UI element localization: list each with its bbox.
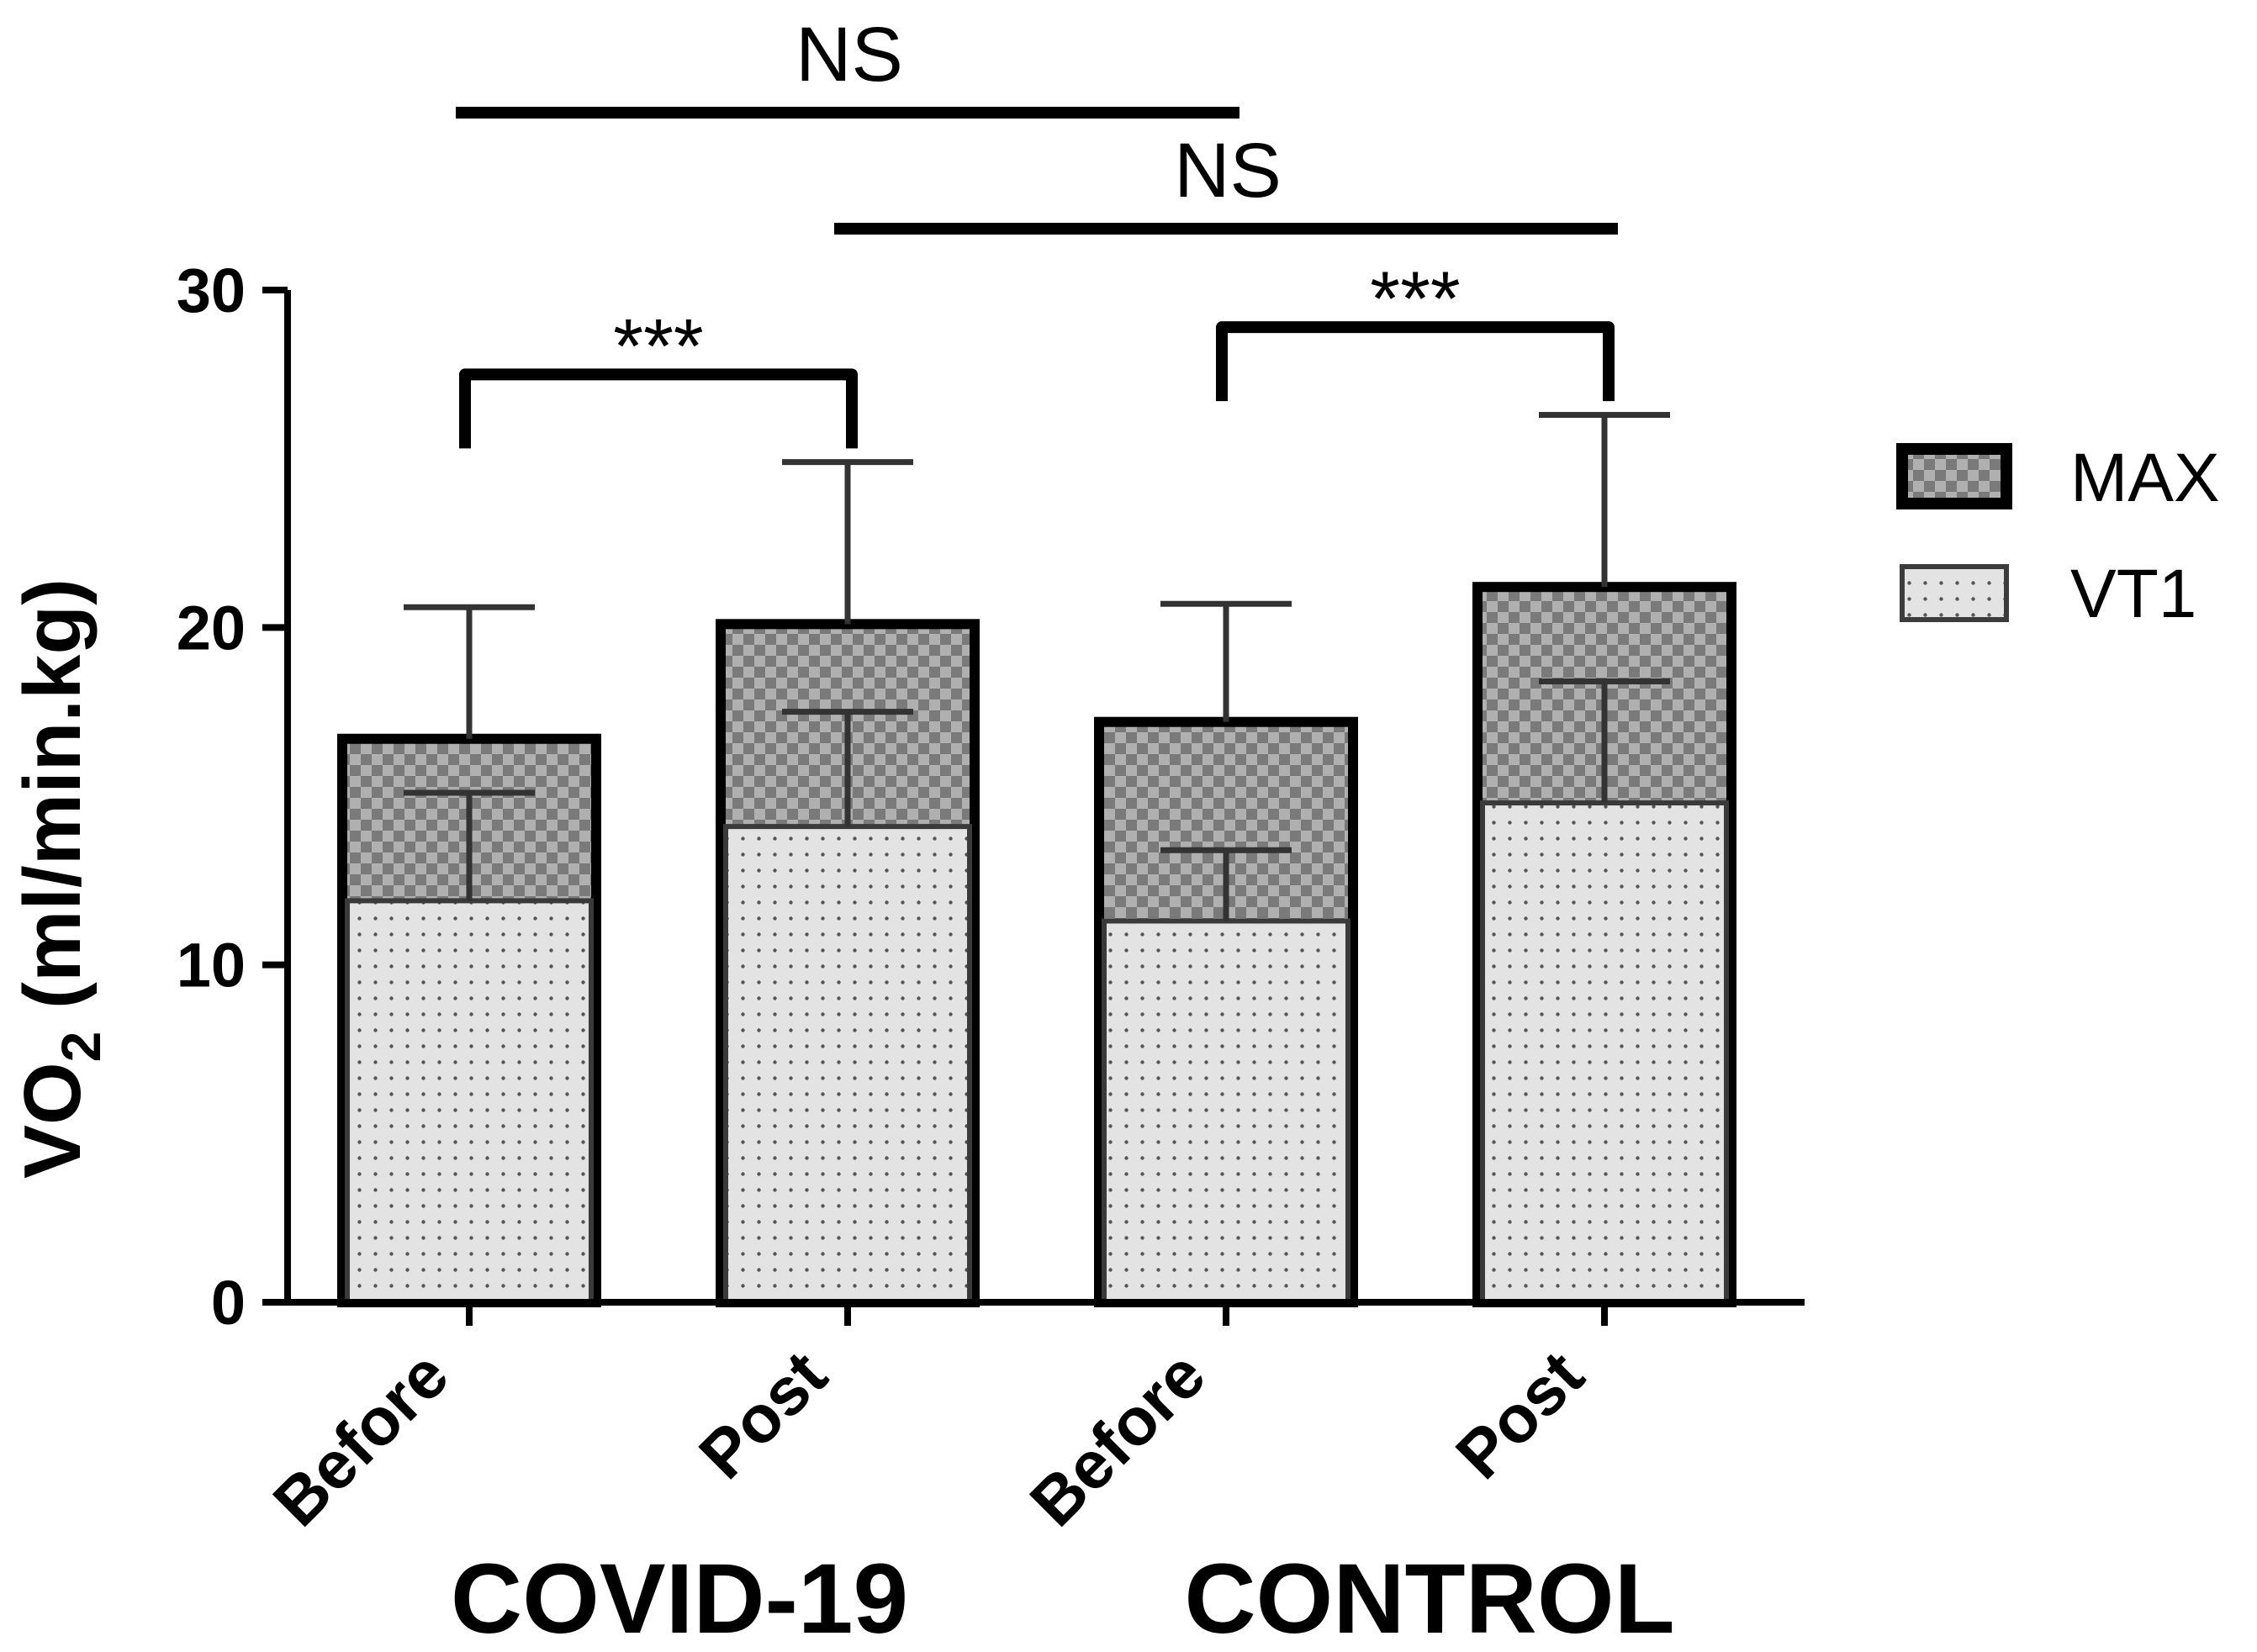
group-label-covid19: COVID-19 [451,1544,908,1652]
significance-bracket-1 [1216,321,1615,402]
bars [337,582,1736,1307]
legend-swatch-vt1 [1900,564,2009,622]
legend-label-max: MAX [2070,440,2220,516]
group-label-control: CONTROL [1184,1544,1674,1652]
legend: MAX VT1 [1896,440,2220,632]
y-axis-label-units: (ml/min.kg) [8,578,98,1032]
significance-annotations: *** *** NS NS [456,12,1618,449]
bar-vt1-0 [345,898,594,1305]
bar-vt1-3 [1480,800,1729,1305]
significance-line-label-0: NS [796,12,903,98]
bar-vt1-1 [723,824,972,1305]
error-bars [404,411,1670,921]
y-tick-label-1: 10 [177,931,246,1000]
x-tick-label-1: Post [685,1337,842,1493]
y-axis-label: VO2 (ml/min.kg) [8,578,112,1179]
y-axis-label-main: VO [8,1062,98,1179]
legend-swatch-max [1896,443,2012,509]
significance-bracket-0 [459,368,858,449]
svg-text:VO2 (ml/min.kg): VO2 (ml/min.kg) [8,578,112,1179]
x-axis [284,1299,1805,1326]
legend-label-vt1: VT1 [2070,556,2196,632]
significance-label-1: *** [1370,256,1460,342]
x-tick-label-2: Before [1016,1337,1219,1540]
y-tick-label-2: 20 [177,593,246,662]
y-tick-label-3: 30 [177,256,246,325]
bar-vt1-2 [1102,918,1350,1305]
x-tick-label-0: Before [259,1337,462,1540]
y-axis: 0 10 20 30 [177,256,291,1338]
significance-label-0: *** [613,303,703,389]
y-axis-label-subscript: 2 [50,1032,112,1063]
y-tick-label-0: 0 [211,1268,246,1338]
x-tick-label-3: Post [1442,1337,1599,1493]
significance-line-label-1: NS [1174,128,1282,214]
x-tick-labels: Before Post Before Post [259,1337,1598,1540]
